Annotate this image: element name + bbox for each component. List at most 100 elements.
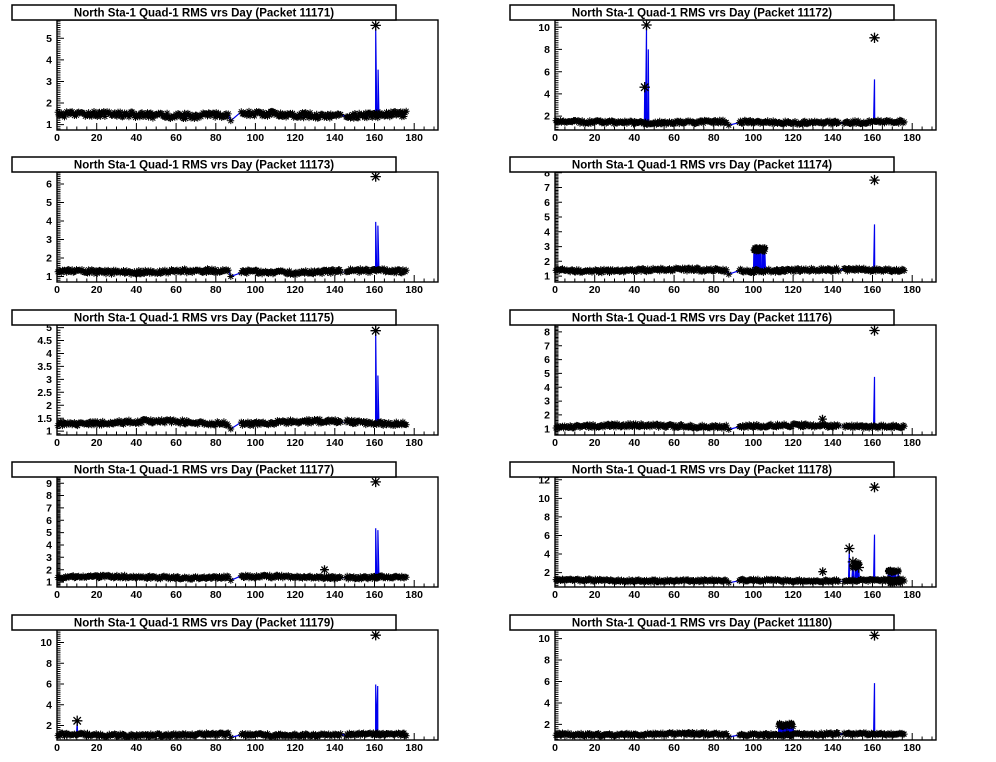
title-box: [509, 613, 895, 631]
x-tick-label: 120: [784, 742, 802, 754]
x-tick-label: 20: [589, 589, 601, 601]
x-tick-label: 80: [210, 284, 222, 296]
x-tick-label: 180: [903, 437, 921, 449]
x-tick-label: 20: [91, 589, 103, 601]
x-tick-label: 40: [629, 132, 641, 144]
axis-ticks: [554, 172, 933, 283]
x-tick-label: 140: [824, 742, 842, 754]
y-tick-label: 4: [46, 348, 52, 360]
x-tick-label: 160: [366, 589, 384, 601]
plot-frame: [554, 171, 937, 284]
y-tick-label: 6: [544, 354, 550, 366]
y-tick-label: 4: [46, 55, 52, 67]
x-tick-label: 40: [131, 284, 143, 296]
chart-title: North Sta-1 Quad-1 RMS vrs Day (Packet 1…: [74, 617, 334, 629]
y-tick-label: 2: [544, 567, 550, 579]
x-tick-label: 180: [405, 589, 423, 601]
spike-markers: [869, 629, 880, 641]
x-tick-label: 140: [326, 132, 344, 144]
y-tick-label: 1: [46, 425, 52, 437]
plot-frame: [554, 628, 937, 741]
x-tick-label: 100: [745, 742, 763, 754]
x-tick-label: 140: [326, 589, 344, 601]
y-tick-label: 3: [46, 234, 52, 246]
x-tick-label: 180: [903, 742, 921, 754]
x-tick-label: 120: [286, 284, 304, 296]
spike-markers: [370, 20, 381, 31]
x-tick-label: 60: [170, 437, 182, 449]
y-tick-label: 8: [544, 326, 550, 338]
spike-markers: [320, 476, 381, 575]
x-tick-label: 60: [170, 589, 182, 601]
x-tick-label: 120: [286, 589, 304, 601]
y-tick-label: 2: [46, 400, 52, 412]
x-tick-label: 0: [552, 132, 558, 144]
x-tick-label: 20: [91, 437, 103, 449]
x-tick-label: 60: [668, 589, 680, 601]
x-tick-label: 180: [903, 132, 921, 144]
spike-markers: [869, 175, 880, 186]
y-tick-label: 10: [40, 637, 52, 649]
x-tick-label: 160: [366, 132, 384, 144]
title-box: [509, 156, 895, 174]
x-tick-label: 140: [824, 132, 842, 144]
y-tick-label: 6: [544, 530, 550, 542]
x-tick-label: 80: [210, 132, 222, 144]
x-tick-label: 140: [824, 284, 842, 296]
chart-panel-11174: 0 20 40 60 80 100 120 140 160 180 1 2 3 4 5 6 7 8 North St…: [498, 152, 996, 304]
axis-ticks: [56, 476, 435, 588]
spike-markers: [818, 482, 880, 577]
chart-panel-11173: 0 20 40 60 80 100 120 140 160 180 1 2 3 4 5 6 North Sta-…: [0, 152, 498, 304]
chart-svg-11174: 0 20 40 60 80 100 120 140 160 180 1 2 3 4 5 6 7 8 North St…: [509, 156, 937, 296]
x-tick-label: 80: [708, 284, 720, 296]
x-tick-label: 0: [552, 437, 558, 449]
x-tick-label: 40: [131, 589, 143, 601]
x-tick-label: 80: [210, 437, 222, 449]
y-tick-label: 3: [46, 552, 52, 564]
y-tick-label: 4: [46, 540, 52, 552]
y-tick-label: 10: [538, 22, 550, 34]
x-tick-label: 0: [54, 132, 60, 144]
x-tick-label: 0: [54, 742, 60, 754]
x-tick-label: 80: [708, 589, 720, 601]
y-tick-label: 2: [46, 564, 52, 576]
y-tick-label: 6: [544, 676, 550, 688]
x-tick-label: 160: [864, 437, 882, 449]
data-markers: [552, 719, 908, 740]
y-tick-label: 8: [544, 512, 550, 524]
y-tick-label: 4: [46, 216, 52, 228]
chart-title: North Sta-1 Quad-1 RMS vrs Day (Packet 1…: [74, 160, 334, 172]
chart-title: North Sta-1 Quad-1 RMS vrs Day (Packet 1…: [572, 160, 832, 172]
data-markers: [552, 244, 908, 278]
data-markers: [54, 728, 410, 741]
title-box: [11, 156, 397, 174]
y-tick-label: 2: [544, 111, 550, 123]
y-tick-label: 5: [544, 368, 550, 380]
y-tick-label: 5: [46, 197, 52, 209]
x-tick-label: 60: [170, 284, 182, 296]
spike-markers: [72, 629, 381, 726]
y-tick-label: 6: [46, 179, 52, 191]
x-tick-label: 20: [589, 742, 601, 754]
plot-frame: [56, 324, 439, 436]
spike-markers: [370, 171, 381, 183]
data-markers: [552, 116, 908, 129]
chart-title: North Sta-1 Quad-1 RMS vrs Day (Packet 1…: [572, 617, 832, 629]
x-tick-label: 100: [247, 284, 265, 296]
y-tick-label: 2: [544, 256, 550, 268]
y-tick-label: 6: [544, 197, 550, 209]
spike-markers: [370, 325, 381, 336]
x-tick-label: 180: [405, 284, 423, 296]
x-tick-label: 120: [784, 284, 802, 296]
title-box: [11, 4, 397, 21]
title-box: [509, 461, 895, 478]
x-tick-label: 100: [247, 437, 265, 449]
data-markers: [552, 559, 908, 588]
x-tick-label: 140: [326, 284, 344, 296]
y-tick-label: 4: [544, 89, 550, 101]
y-tick-label: 10: [538, 633, 550, 645]
x-tick-label: 140: [824, 589, 842, 601]
x-tick-label: 180: [405, 742, 423, 754]
y-tick-label: 3: [46, 374, 52, 386]
